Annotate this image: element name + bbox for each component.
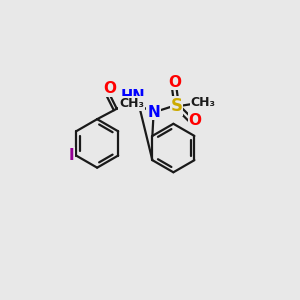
Text: CH₃: CH₃ <box>119 97 144 110</box>
Text: O: O <box>168 75 181 90</box>
Text: CH₃: CH₃ <box>191 96 216 109</box>
Text: N: N <box>147 105 160 120</box>
Text: I: I <box>68 148 74 163</box>
Text: O: O <box>189 113 202 128</box>
Text: S: S <box>171 97 183 115</box>
Text: HN: HN <box>121 89 145 104</box>
Text: O: O <box>103 81 116 96</box>
